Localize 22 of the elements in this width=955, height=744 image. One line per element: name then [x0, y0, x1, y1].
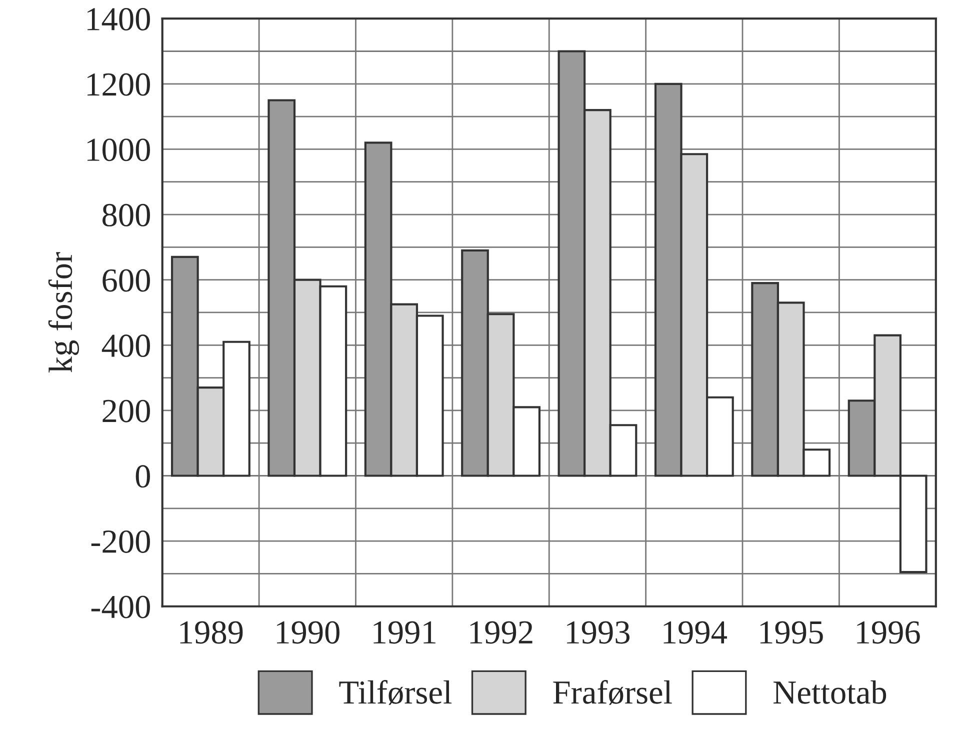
y-tick-label: 1000	[88, 138, 150, 162]
y-tick-label: 0	[136, 465, 150, 488]
x-tick-label: 1992	[470, 621, 532, 644]
legend-label: Tilførsel	[339, 680, 452, 705]
y-tick-label: 200	[102, 400, 150, 422]
x-tick-label: 1993	[567, 621, 630, 644]
legend-label: Nettotab	[774, 680, 886, 704]
y-tick-label: 1400	[88, 8, 150, 30]
y-tick-label: 1200	[88, 73, 150, 96]
y-axis-title: kg fosfor	[48, 252, 80, 372]
x-tick-label: 1990	[276, 621, 340, 644]
y-tick-label: -400	[91, 596, 150, 618]
legend-label: Fraførsel	[553, 680, 672, 705]
x-tick-label: 1989	[180, 621, 243, 644]
y-tick-label: 800	[102, 204, 150, 226]
x-tick-label: 1991	[374, 621, 436, 644]
x-tick-label: 1996	[857, 621, 920, 644]
x-tick-label: 1994	[664, 621, 727, 644]
y-tick-label: -200	[91, 530, 150, 553]
y-tick-label: 600	[102, 269, 150, 292]
y-tick-label: 400	[102, 334, 150, 358]
x-tick-label: 1995	[760, 621, 823, 644]
